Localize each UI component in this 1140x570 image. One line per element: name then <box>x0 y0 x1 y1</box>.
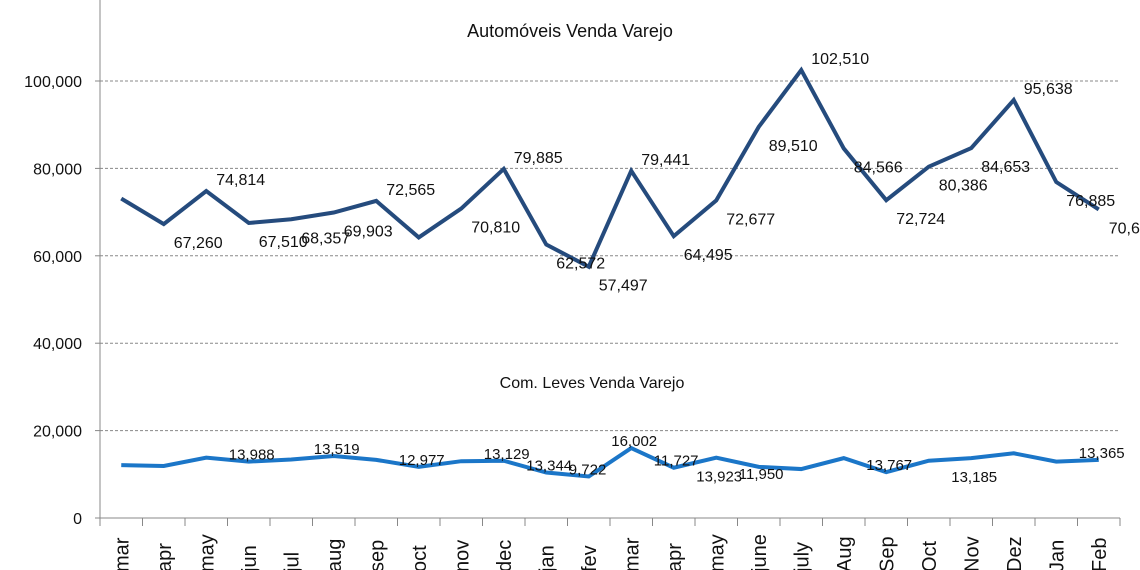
y-tick-label: 80,000 <box>33 161 82 178</box>
data-label: 72,565 <box>386 182 435 199</box>
data-label: 72,677 <box>726 211 775 228</box>
data-label: 11,950 <box>739 466 784 483</box>
data-label: 70,810 <box>471 220 520 237</box>
data-label: 95,638 <box>1024 81 1073 98</box>
data-label: 84,566 <box>854 159 903 176</box>
series-title-automoveis: Automóveis Venda Varejo <box>467 21 673 41</box>
data-label: 72,724 <box>896 211 945 228</box>
x-tick-label: may <box>706 534 728 570</box>
data-label: 62,572 <box>556 256 605 273</box>
series-lines <box>120 66 1100 479</box>
y-tick-label: 60,000 <box>33 249 82 266</box>
x-tick-label: jan <box>536 545 558 570</box>
x-tick-label: jun <box>239 545 261 570</box>
data-label: 67,510 <box>259 234 308 251</box>
data-label: 13,767 <box>866 457 912 474</box>
data-label: 79,441 <box>641 152 690 169</box>
data-label: 13,365 <box>1079 445 1125 462</box>
x-axis: mar apr may jun jul aug sep oct nov dec jan fev mar a… <box>99 517 1121 570</box>
data-label: 13,923 <box>696 469 742 486</box>
data-label: 13,129 <box>484 446 530 463</box>
y-tick-label: 20,000 <box>33 424 82 441</box>
x-tick-label: oct <box>409 545 431 570</box>
x-tick-label: fev <box>579 545 601 570</box>
data-label: 13,185 <box>951 469 997 486</box>
x-tick-label: june <box>749 534 771 570</box>
data-label: 79,885 <box>514 150 563 167</box>
data-label: 74,814 <box>216 172 265 189</box>
x-tick-label: nov <box>451 540 473 570</box>
x-tick-label: may <box>196 534 218 570</box>
data-label: 13,344 <box>526 458 572 475</box>
x-tick-label: Feb <box>1089 538 1111 570</box>
series-line-com-leves <box>121 445 1099 479</box>
y-tick-label: 0 <box>73 511 82 528</box>
series-line-automoveis <box>120 66 1100 270</box>
data-label: 67,260 <box>174 235 223 252</box>
x-tick-label: dec <box>494 540 516 570</box>
data-label: 9,722 <box>569 461 607 478</box>
data-label: 68,357 <box>301 230 350 247</box>
data-label: 16,002 <box>611 433 657 450</box>
x-tick-label: Oct <box>919 540 941 570</box>
data-label: 102,510 <box>811 51 869 68</box>
data-label: 70,613 <box>1109 220 1140 237</box>
series-title-com-leves: Com. Leves Venda Varejo <box>500 375 685 392</box>
x-tick-label: Jan <box>1046 540 1068 570</box>
data-label: 12,977 <box>399 452 445 469</box>
x-tick-label: Dez <box>1004 536 1026 570</box>
x-tick-label: sep <box>366 540 388 570</box>
data-label: 76,885 <box>1066 193 1115 210</box>
data-label: 64,495 <box>684 247 733 264</box>
data-label: 89,510 <box>769 138 818 155</box>
y-tick-label: 40,000 <box>33 336 82 353</box>
gridlines <box>100 80 1120 432</box>
x-tick-label: apr <box>154 543 176 570</box>
x-tick-label: mar <box>111 537 133 570</box>
x-tick-label: apr <box>664 543 686 570</box>
x-tick-label: Sep <box>876 536 898 570</box>
y-axis: 0 20,000 40,000 60,000 80,000 100,000 <box>24 0 101 528</box>
data-label: 69,903 <box>344 224 393 241</box>
x-tick-label: july <box>791 542 813 570</box>
x-tick-label: mar <box>621 537 643 570</box>
data-label: 13,988 <box>229 447 275 464</box>
x-tick-label: Aug <box>834 536 856 570</box>
x-tick-label: Nov <box>961 536 983 570</box>
x-tick-label: aug <box>324 539 346 570</box>
data-label: 57,497 <box>599 278 648 295</box>
y-tick-label: 100,000 <box>24 74 82 91</box>
data-label: 11,727 <box>654 453 699 470</box>
data-label: 80,386 <box>939 178 988 195</box>
data-label: 13,519 <box>314 441 360 458</box>
x-tick-label: jul <box>281 552 303 570</box>
data-label: 84,653 <box>981 159 1030 176</box>
